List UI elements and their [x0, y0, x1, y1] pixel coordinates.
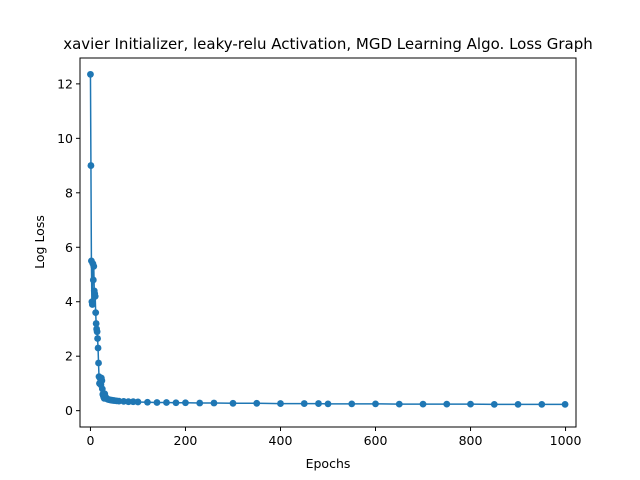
- x-tick-label: 600: [364, 433, 388, 448]
- chart-title: xavier Initializer, leaky-relu Activatio…: [63, 35, 593, 53]
- x-tick-label: 400: [269, 433, 293, 448]
- y-axis: 0 2 4 6 8 10 12: [57, 76, 80, 418]
- loss-point: [324, 400, 332, 408]
- loss-point: [91, 292, 99, 300]
- loss-point: [561, 400, 569, 408]
- x-tick-label: 800: [459, 433, 483, 448]
- y-axis-label: Log Loss: [32, 215, 47, 269]
- loss-point: [98, 377, 106, 385]
- loss-point: [92, 309, 100, 317]
- y-tick-label: 10: [57, 131, 73, 146]
- loss-point: [514, 400, 522, 408]
- loss-point: [315, 400, 322, 407]
- loss-point: [87, 162, 95, 169]
- loss-point: [95, 359, 102, 367]
- x-axis-label: Epochs: [306, 456, 351, 471]
- loss-point: [443, 400, 451, 408]
- loss-point: [144, 398, 151, 406]
- loss-point: [538, 400, 546, 408]
- loss-point: [372, 400, 379, 408]
- y-tick-label: 8: [65, 185, 73, 200]
- loss-line: [89, 74, 566, 406]
- loss-point: [93, 328, 101, 336]
- loss-point: [89, 276, 97, 284]
- plot-frame: [79, 57, 577, 428]
- loss-point: [87, 70, 94, 78]
- loss-point: [277, 400, 284, 407]
- loss-point: [88, 301, 96, 308]
- x-axis: 0 200 400 600 800 1000: [86, 427, 582, 448]
- loss-point: [467, 400, 474, 408]
- loss-point: [134, 398, 142, 406]
- loss-point: [196, 399, 204, 407]
- x-tick-label: 200: [174, 433, 198, 448]
- y-tick-label: 6: [65, 240, 73, 255]
- x-tick-label: 1000: [550, 433, 582, 448]
- loss-point: [90, 262, 98, 270]
- loss-point: [300, 400, 308, 407]
- y-tick-label: 12: [57, 76, 73, 91]
- x-tick-label: 0: [86, 433, 94, 448]
- loss-point: [419, 400, 427, 408]
- y-tick-label: 2: [65, 349, 73, 364]
- loss-point: [94, 344, 102, 352]
- plot-area: [87, 70, 569, 408]
- loss-point: [253, 399, 261, 407]
- loss-point: [490, 400, 498, 408]
- loss-point: [229, 399, 237, 407]
- loss-point: [94, 335, 101, 342]
- loss-point: [153, 399, 161, 406]
- loss-point: [163, 399, 170, 406]
- loss-point: [125, 398, 132, 406]
- loss-point: [348, 400, 356, 408]
- loss-point: [172, 399, 180, 407]
- loss-point: [92, 320, 100, 327]
- loss-point: [182, 399, 189, 407]
- loss-point: [210, 399, 218, 407]
- y-tick-label: 0: [65, 403, 73, 418]
- y-tick-label: 4: [65, 294, 73, 309]
- loss-point: [395, 400, 403, 408]
